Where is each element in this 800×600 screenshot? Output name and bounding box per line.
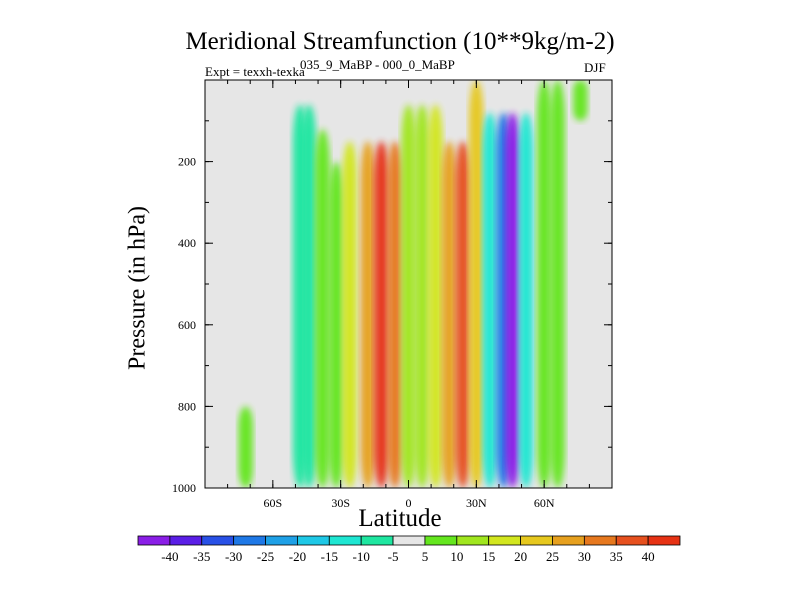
y-tick-label-3: 800 bbox=[178, 399, 196, 413]
contour-cell-13 bbox=[455, 141, 471, 488]
y-tick-label-0: 200 bbox=[178, 155, 196, 169]
y-axis: 200 400 600 800 1000 bbox=[172, 120, 612, 495]
colorbar-box-14 bbox=[583, 535, 617, 546]
x-tick-label-0: 60S bbox=[263, 496, 282, 510]
x-axis-label: Latitude bbox=[358, 505, 442, 532]
contour-cell-12 bbox=[441, 141, 457, 488]
colorbar-box-7 bbox=[360, 535, 394, 546]
contour-cell-14 bbox=[469, 80, 484, 488]
x-tick-label-4: 60N bbox=[534, 496, 555, 510]
colorbar-box-8 bbox=[392, 535, 426, 546]
colorbar-box-12 bbox=[520, 535, 553, 546]
contour-cell-18 bbox=[518, 112, 534, 488]
x-tick-label-3: 30N bbox=[466, 496, 487, 510]
contour-cell-5 bbox=[342, 141, 357, 488]
contour-cell-9 bbox=[401, 104, 416, 488]
x-axis: 60S 30S 0 30N 60N bbox=[227, 80, 590, 510]
contour-cell-21 bbox=[573, 80, 588, 121]
colorbar-label-3: -25 bbox=[257, 549, 274, 564]
y-tick-label-1: 400 bbox=[178, 236, 196, 250]
chart-subtitle: 035_9_MaBP - 000_0_MaBP bbox=[300, 57, 455, 72]
contour-cell-20 bbox=[550, 80, 565, 488]
colorbar-box-13 bbox=[552, 535, 585, 546]
colorbar-label-1: -35 bbox=[193, 549, 210, 564]
y-tick-label-2: 600 bbox=[178, 318, 196, 332]
contour-cell-11 bbox=[428, 104, 443, 488]
contour-cell-8 bbox=[387, 141, 403, 488]
colorbar-box-11 bbox=[488, 535, 521, 546]
contour-cell-2 bbox=[301, 104, 317, 488]
colorbar-label-8: 5 bbox=[422, 549, 429, 564]
colorbar-box-10 bbox=[456, 535, 490, 546]
x-tick-label-1: 30S bbox=[331, 496, 350, 510]
contour-cell-7 bbox=[374, 141, 389, 488]
colorbar-label-0: -40 bbox=[161, 549, 178, 564]
colorbar-label-9: 10 bbox=[450, 549, 463, 564]
colorbar-box-6 bbox=[328, 535, 362, 546]
colorbar-box-16 bbox=[647, 535, 681, 546]
experiment-label: Expt = texxh-texka bbox=[205, 64, 305, 79]
colorbar-box-3 bbox=[233, 535, 266, 546]
colorbar-label-11: 20 bbox=[514, 549, 527, 564]
colorbar-box-9 bbox=[424, 535, 458, 546]
colorbar-label-2: -30 bbox=[225, 549, 242, 564]
colorbar-box-0 bbox=[137, 535, 171, 546]
contour-cell-0 bbox=[238, 406, 253, 488]
colorbar-box-15 bbox=[615, 535, 649, 546]
colorbar-box-2 bbox=[201, 535, 235, 546]
colorbar-label-4: -20 bbox=[289, 549, 306, 564]
colorbar-box-1 bbox=[169, 535, 203, 546]
colorbar-label-5: -15 bbox=[321, 549, 338, 564]
season-label: DJF bbox=[584, 60, 606, 75]
colorbar-label-13: 30 bbox=[578, 549, 591, 564]
colorbar-label-6: -10 bbox=[353, 549, 370, 564]
contour-cell-3 bbox=[315, 128, 330, 488]
contour-cell-19 bbox=[536, 80, 552, 488]
colorbar-label-15: 40 bbox=[642, 549, 655, 564]
colorbar-box-5 bbox=[297, 535, 330, 546]
contour-cell-15 bbox=[482, 112, 498, 488]
colorbar: -40 -35 -30 -25 -20 -15 -10 -5 5 10 15 20 25 30 35 40 bbox=[137, 535, 681, 564]
colorbar-label-12: 25 bbox=[546, 549, 559, 564]
contour-cell-6 bbox=[360, 141, 376, 488]
contour-cell-17 bbox=[505, 112, 520, 488]
x-tick-label-2: 0 bbox=[406, 496, 412, 510]
colorbar-box-4 bbox=[265, 535, 298, 546]
y-tick-label-4: 1000 bbox=[172, 481, 196, 495]
chart-title: Meridional Streamfunction (10**9kg/m-2) bbox=[185, 28, 615, 55]
colorbar-label-10: 15 bbox=[482, 549, 495, 564]
contour-cell-10 bbox=[414, 104, 430, 488]
contour-cell-4 bbox=[328, 161, 344, 488]
colorbar-label-7: -5 bbox=[388, 549, 399, 564]
colorbar-label-14: 35 bbox=[610, 549, 623, 564]
contour-fills bbox=[238, 80, 588, 488]
